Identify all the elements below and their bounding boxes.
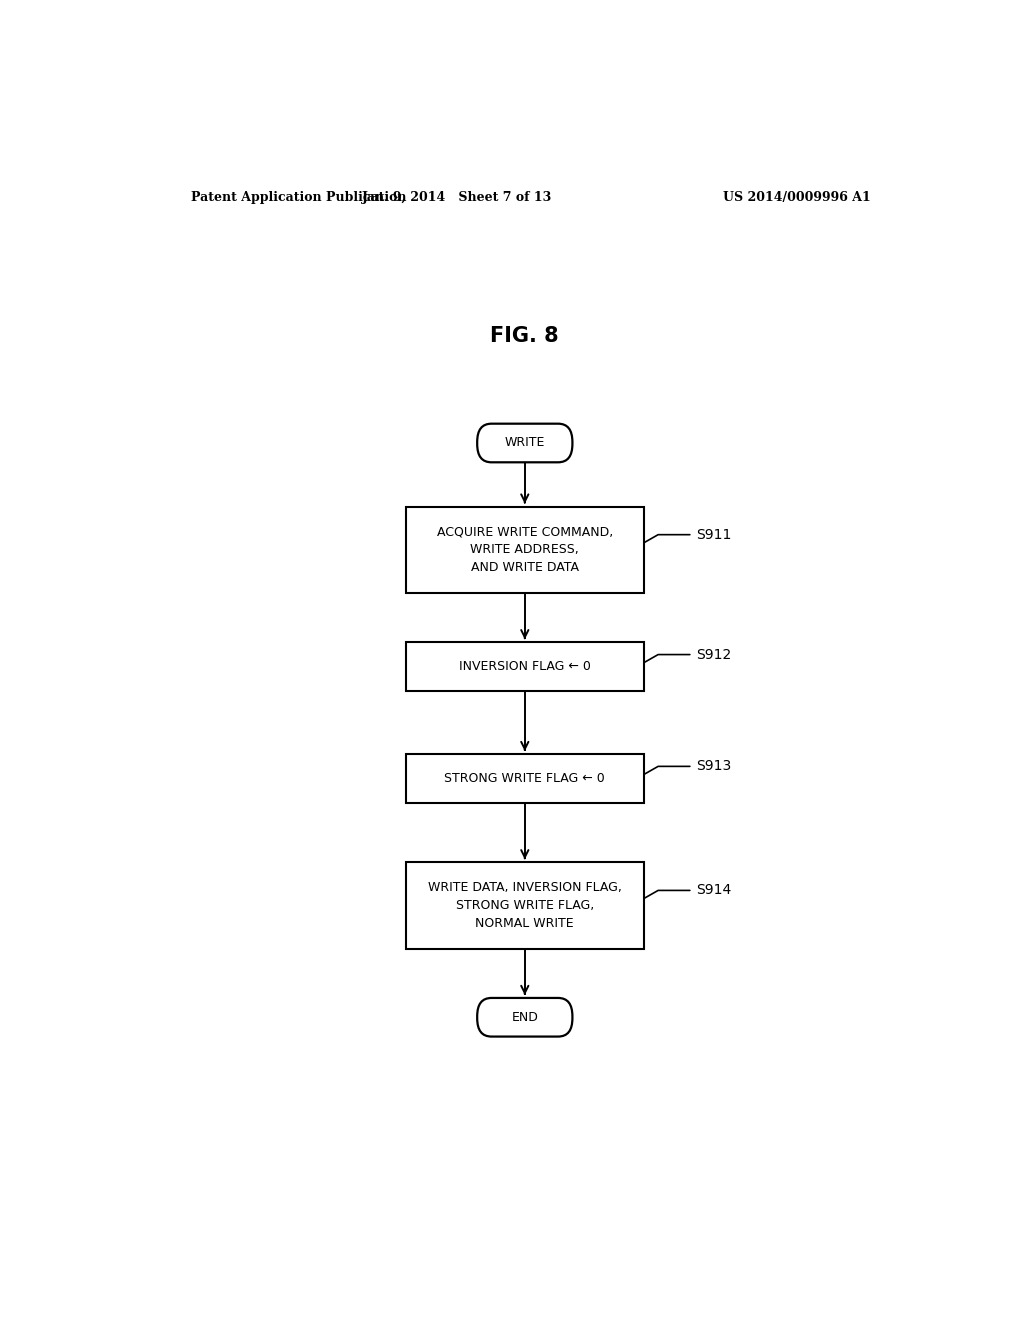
Text: S911: S911: [696, 528, 731, 541]
Text: FIG. 8: FIG. 8: [490, 326, 559, 346]
FancyBboxPatch shape: [477, 424, 572, 462]
Text: STRONG WRITE FLAG ← 0: STRONG WRITE FLAG ← 0: [444, 772, 605, 785]
Text: Patent Application Publication: Patent Application Publication: [191, 190, 407, 203]
FancyBboxPatch shape: [477, 998, 572, 1036]
Text: Jan. 9, 2014   Sheet 7 of 13: Jan. 9, 2014 Sheet 7 of 13: [362, 190, 553, 203]
Text: ACQUIRE WRITE COMMAND,
WRITE ADDRESS,
AND WRITE DATA: ACQUIRE WRITE COMMAND, WRITE ADDRESS, AN…: [436, 525, 613, 574]
Text: WRITE: WRITE: [505, 437, 545, 450]
Text: INVERSION FLAG ← 0: INVERSION FLAG ← 0: [459, 660, 591, 673]
Text: END: END: [511, 1011, 539, 1024]
Text: S913: S913: [696, 759, 731, 774]
Bar: [406, 507, 644, 593]
Bar: [406, 643, 644, 690]
Text: WRITE DATA, INVERSION FLAG,
STRONG WRITE FLAG,
NORMAL WRITE: WRITE DATA, INVERSION FLAG, STRONG WRITE…: [428, 880, 622, 931]
Text: S912: S912: [696, 648, 731, 661]
Bar: [406, 754, 644, 803]
Text: US 2014/0009996 A1: US 2014/0009996 A1: [723, 190, 871, 203]
Text: S914: S914: [696, 883, 731, 898]
Bar: [406, 862, 644, 949]
